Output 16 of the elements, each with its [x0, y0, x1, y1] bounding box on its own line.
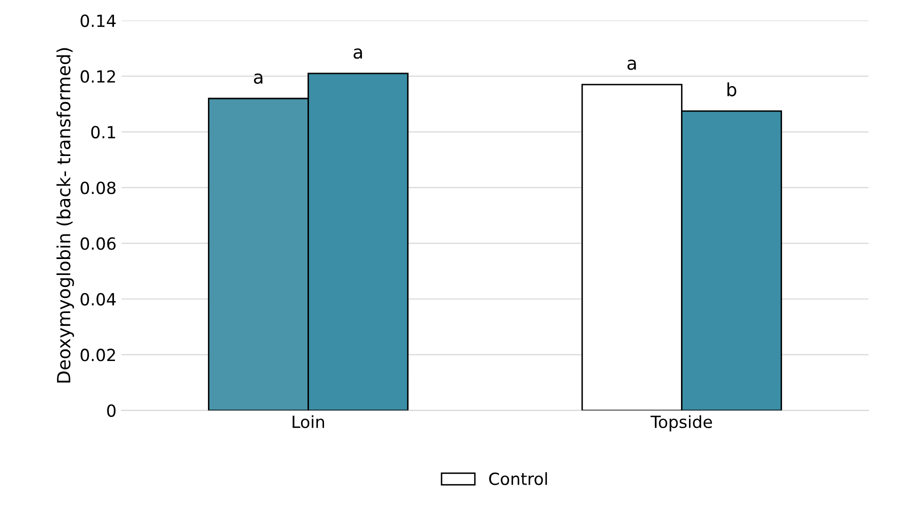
annotation: a — [254, 73, 262, 84]
y-axis-title: Deoxymyoglobin (back- transformed) — [56, 48, 74, 383]
annotation: a — [354, 48, 362, 59]
y-tick-label: 0.12 — [80, 70, 115, 83]
y-tick-label: 0.06 — [80, 237, 116, 250]
annotation: b — [727, 82, 736, 96]
legend-label: Control — [489, 472, 547, 486]
annotation: a — [628, 60, 636, 70]
y-tick-label: 0.1 — [91, 126, 116, 138]
y-tick-label: 0.02 — [80, 348, 115, 362]
x-tick-label: Topside — [650, 415, 712, 432]
y-tick-label: 0.08 — [80, 182, 116, 194]
y-tick-label: 0.04 — [80, 292, 116, 306]
y-tick-label: 0.14 — [80, 14, 116, 28]
x-tick-label: Loin — [292, 415, 324, 428]
y-tick-label: 0 — [107, 404, 116, 417]
